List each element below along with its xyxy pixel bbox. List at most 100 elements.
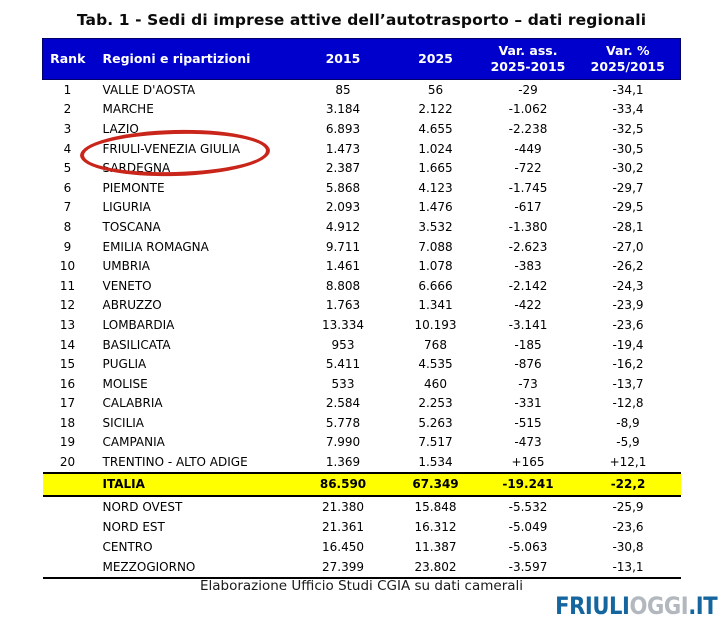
rank-cell: 12 <box>59 298 76 313</box>
table-row: 9 EMILIA ROMAGNA 9.711 7.088 -2.623 -27,0 <box>43 237 681 257</box>
var-pct-cell: -19,4 <box>612 337 644 352</box>
var-pct-cell: -33,4 <box>612 102 644 117</box>
var-pct-cell: -27,0 <box>612 239 644 254</box>
region-cell: FRIULI-VENEZIA GIULIA <box>102 141 241 156</box>
region-cell: NORD EST <box>102 519 165 534</box>
table-row: 2 MARCHE 3.184 2.122 -1.062 -33,4 <box>43 100 681 120</box>
logo-text-oggi: OGGI <box>629 592 689 620</box>
rank-cell <box>43 537 93 557</box>
var-ass-cell: -19.241 <box>480 471 576 497</box>
value-2015-cell: 8.808 <box>325 278 361 293</box>
var-ass-line2: 2025-2015 <box>490 59 566 74</box>
value-2015-cell: 2.387 <box>325 161 361 176</box>
table-row: 18 SICILIA 5.778 5.263 -515 -8,9 <box>43 413 681 433</box>
region-cell: TOSCANA <box>102 219 161 234</box>
var-ass-cell: -617 <box>514 200 542 215</box>
rank-cell: 14 <box>59 337 76 352</box>
var-ass-cell: -29 <box>518 82 538 97</box>
var-pct-cell: -29,5 <box>612 200 644 215</box>
rank-cell: 4 <box>63 141 72 156</box>
var-pct-cell: -16,2 <box>612 357 644 372</box>
var-ass-cell: -3.141 <box>508 317 548 332</box>
var-pct-line1: Var. % <box>606 43 650 59</box>
value-2025-cell: 7.517 <box>418 435 453 450</box>
value-2025-cell: 4.123 <box>418 180 453 195</box>
table-row: 20 TRENTINO - ALTO ADIGE 1.369 1.534 +165 +12… <box>43 452 681 473</box>
var-ass-cell: -73 <box>518 376 538 391</box>
var-ass-cell: -331 <box>514 396 542 411</box>
value-2015-cell: 7.990 <box>325 435 361 450</box>
var-pct-cell: -34,1 <box>612 82 644 97</box>
var-ass-cell: -5.532 <box>508 499 548 514</box>
table-row: 4 FRIULI-VENEZIA GIULIA 1.473 1.024 -449 -30,… <box>43 139 681 159</box>
value-2025-cell: 15.848 <box>414 499 457 514</box>
var-pct-cell: -13,1 <box>575 556 681 579</box>
value-2025-cell: 23.802 <box>390 556 481 579</box>
value-2015-cell: 2.093 <box>325 200 361 215</box>
value-2015-cell: 1.461 <box>325 259 361 274</box>
region-cell: PIEMONTE <box>102 180 165 195</box>
value-2015-cell: 27.399 <box>295 556 391 579</box>
col-header-var-ass: Var. ass. 2025-2015 <box>480 38 576 80</box>
rank-cell: 2 <box>63 102 72 117</box>
var-pct-cell: -12,8 <box>612 396 644 411</box>
value-2025-cell: 7.088 <box>418 239 453 254</box>
value-2025-cell: 6.666 <box>418 278 453 293</box>
region-cell: MARCHE <box>102 102 154 117</box>
var-pct-cell: -32,5 <box>612 121 644 136</box>
var-pct-cell: -29,7 <box>612 180 644 195</box>
rank-cell: 17 <box>59 396 76 411</box>
var-ass-cell: -876 <box>514 357 542 372</box>
var-pct-cell: -23,6 <box>612 519 644 534</box>
rank-cell <box>43 496 93 517</box>
region-cell: MEZZOGIORNO <box>92 556 296 579</box>
regions-table: Rank Regioni e ripartizioni 2015 2025 Va… <box>42 38 681 579</box>
value-2015-cell: 86.590 <box>295 471 391 497</box>
value-2015-cell: 1.473 <box>325 141 361 156</box>
var-ass-cell: -515 <box>514 415 542 430</box>
col-header-region: Regioni e ripartizioni <box>92 38 296 80</box>
region-cell: VALLE D'AOSTA <box>102 82 196 97</box>
var-pct-cell: +12,1 <box>609 455 647 470</box>
rank-cell: 9 <box>63 239 72 254</box>
region-cell: BASILICATA <box>102 337 171 352</box>
region-cell: VENETO <box>102 278 152 293</box>
rank-cell <box>43 517 93 537</box>
var-pct-cell: -30,5 <box>612 141 644 156</box>
region-cell: LOMBARDIA <box>102 317 175 332</box>
value-2015-cell: 2.584 <box>325 396 361 411</box>
rank-cell: 10 <box>59 259 76 274</box>
value-2015-cell: 953 <box>331 337 355 352</box>
region-cell: NORD OVEST <box>102 499 183 514</box>
value-2025-cell: 1.476 <box>418 200 453 215</box>
value-2025-cell: 4.655 <box>418 121 453 136</box>
rank-cell: 3 <box>63 121 72 136</box>
value-2015-cell: 21.361 <box>322 519 364 534</box>
subtotal-row: CENTRO 16.450 11.387 -5.063 -30,8 <box>43 537 681 557</box>
value-2015-cell: 1.763 <box>325 298 361 313</box>
table-row: 3 LAZIO 6.893 4.655 -2.238 -32,5 <box>43 119 681 139</box>
var-pct-cell: -24,3 <box>612 278 644 293</box>
value-2015-cell: 6.893 <box>325 121 361 136</box>
region-cell: PUGLIA <box>102 357 147 372</box>
var-ass-cell: -383 <box>514 259 542 274</box>
var-ass-cell: -2.623 <box>508 239 548 254</box>
rank-cell <box>42 471 93 497</box>
value-2015-cell: 5.778 <box>325 415 361 430</box>
table-row: 14 BASILICATA 953 768 -185 -19,4 <box>43 335 681 355</box>
region-cell: MOLISE <box>102 376 148 391</box>
var-ass-cell: -722 <box>514 161 542 176</box>
table-row: 1 VALLE D'AOSTA 85 56 -29 -34,1 <box>43 80 681 100</box>
value-2015-cell: 5.868 <box>325 180 361 195</box>
value-2015-cell: 13.334 <box>322 317 364 332</box>
value-2015-cell: 5.411 <box>325 357 361 372</box>
table-title: Tab. 1 - Sedi di imprese attive dell’aut… <box>76 11 647 29</box>
var-pct-cell: -28,1 <box>612 219 644 234</box>
col-header-var-pct: Var. % 2025/2015 <box>575 38 681 80</box>
value-2025-cell: 56 <box>427 82 444 97</box>
value-2015-cell: 3.184 <box>325 102 361 117</box>
rank-cell: 1 <box>63 82 72 97</box>
value-2025-cell: 1.341 <box>418 298 453 313</box>
value-2015-cell: 9.711 <box>325 239 361 254</box>
region-cell: LIGURIA <box>102 200 151 215</box>
